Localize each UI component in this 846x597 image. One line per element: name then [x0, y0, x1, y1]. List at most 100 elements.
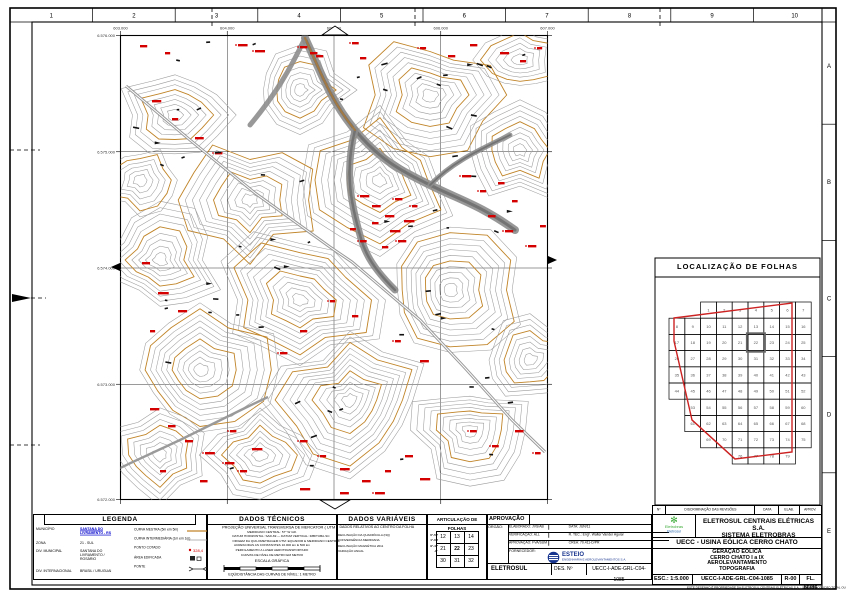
contour-line — [502, 132, 539, 168]
tec-line: CURVAS DE NÍVEL DE METRO EM METRO — [240, 552, 304, 557]
revision-header-cell: Nº — [653, 506, 666, 514]
orgao-cell: ÓRGÃO: — [488, 525, 510, 563]
road-centerline — [125, 85, 546, 453]
legend-field-value: SANTANA DO LIVRAMENTO / ROSÁRIO — [80, 549, 105, 562]
sheet-cell-number: 60 — [801, 405, 806, 410]
utm-northing-label: 6.576.000 — [97, 33, 116, 38]
map-annotation — [165, 361, 172, 364]
contour-line — [121, 419, 194, 494]
utm-easting-label: 604.000 — [220, 26, 235, 31]
map-annotation — [299, 179, 305, 183]
spot-elevation-label — [185, 440, 193, 443]
spot-elevation-label — [448, 55, 456, 58]
contour-line — [228, 430, 291, 478]
contour-line — [314, 117, 442, 245]
legend-symbol-label: PONTE — [134, 565, 146, 570]
svg-text:328,4: 328,4 — [193, 548, 204, 553]
contour-line — [145, 245, 175, 272]
map-annotation — [446, 125, 453, 130]
contour-line — [292, 293, 309, 307]
spot-elevation-label — [528, 245, 537, 248]
contour-line — [253, 259, 351, 339]
contour-line — [416, 399, 523, 481]
sheet-cell-number: 13 — [754, 324, 759, 329]
spot-elevation-label — [150, 408, 160, 411]
dados-variaveis-title: DADOS VARIÁVEIS — [338, 515, 426, 525]
contour-line — [304, 364, 388, 441]
sheet-cell-number: 17 — [675, 340, 680, 345]
contour-line — [311, 370, 382, 434]
esc-cell: ESC.: 1:5.000 — [653, 575, 693, 584]
var-line-label: DECLINAÇÃO DA QUADRÍCULA (NQ) — [338, 533, 391, 537]
contour-line — [395, 67, 470, 127]
spot-elevation-label — [300, 488, 311, 491]
sheet-cell-number: 15 — [785, 324, 790, 329]
sheet-cell-number: 34 — [801, 356, 806, 361]
contour-line — [188, 356, 216, 383]
spot-elevation-label — [512, 200, 518, 203]
contour-line — [365, 166, 394, 194]
var-line-value: 1°-08' — [429, 538, 438, 543]
dados-tecnicos-panel: DADOS TÉCNICOS PROJEÇÃO UNIVERSAL TRANSV… — [207, 514, 340, 580]
contour-line — [449, 418, 491, 450]
contour-line — [206, 413, 313, 495]
map-annotation — [307, 240, 311, 244]
map-annotation — [436, 83, 441, 87]
articulacao-cell: 30 — [435, 554, 451, 568]
legend-field-label: MUNICÍPIO — [36, 527, 55, 532]
spot-elevation-label — [178, 310, 188, 313]
flow-arrow-icon — [206, 282, 213, 286]
contour-line — [372, 172, 388, 188]
contour-line — [475, 105, 548, 194]
map-annotation — [400, 458, 404, 461]
sheet-cell-number: 35 — [675, 372, 680, 377]
contour-line — [120, 154, 172, 212]
legend-field-label: DIV. INTERNACIONAL — [36, 569, 72, 574]
contour-line — [410, 395, 529, 487]
var-line: DECLINAÇÃO MAGNÉTICA 2011 9°-47' — [338, 544, 438, 550]
utm-northing-label: 6.573.000 — [97, 382, 116, 387]
map-annotation — [484, 376, 490, 379]
sheet-cell-number: 6 — [786, 308, 789, 313]
company-line1: ELETROSUL CENTRAIS ELÉTRICAS S.A. — [702, 518, 814, 532]
spot-elevation-label — [172, 118, 179, 121]
revision-header-cell: DATA — [755, 506, 780, 514]
sheet-cell-number: 36 — [690, 372, 695, 377]
contour-line — [120, 149, 178, 218]
spot-elevation-label — [420, 360, 429, 363]
spot-elevation-label — [540, 225, 546, 228]
var-line-value: 9°-47' — [429, 544, 438, 548]
contour-line — [139, 436, 178, 476]
map-annotation — [181, 156, 185, 159]
utm-easting-label: 603.000 — [113, 26, 128, 31]
map-annotation — [416, 76, 422, 80]
articulacao-row: 30 31 32 — [435, 554, 479, 568]
spot-elevation-label — [537, 47, 543, 50]
map-annotation — [522, 53, 526, 57]
spot-elevation-label — [500, 52, 510, 55]
sheet-cell-number: 14 — [769, 324, 774, 329]
drainage-contours — [348, 128, 397, 292]
flow-arrow-icon — [384, 220, 391, 224]
contour-line — [296, 359, 394, 447]
spot-elevation-label — [310, 52, 318, 55]
adjacent-sheet-arrow-right — [548, 256, 557, 264]
contour-line — [213, 419, 305, 489]
spot-elevation-label — [200, 480, 208, 483]
spot-elevation-label — [382, 246, 389, 249]
legend-symbol-built-icon — [190, 556, 202, 562]
logo-text-1: Eletrobras — [664, 524, 684, 530]
contour-line — [462, 425, 478, 438]
map-annotation — [425, 290, 431, 293]
esteio-sub: ENGENHARIA E AEROLEVANTAMENTOS S.A. — [562, 557, 627, 562]
sheet-cell-number: 48 — [738, 389, 743, 394]
contour-line — [144, 308, 272, 427]
articulacao-cell: 31 — [449, 554, 465, 568]
contour-line — [192, 155, 302, 252]
contour-line — [221, 424, 298, 484]
contour-line — [227, 182, 270, 221]
ruler-top-number: 3 — [215, 14, 219, 20]
contour-line — [120, 413, 200, 500]
spot-elevation-label — [375, 492, 385, 495]
map-annotation — [476, 62, 484, 67]
